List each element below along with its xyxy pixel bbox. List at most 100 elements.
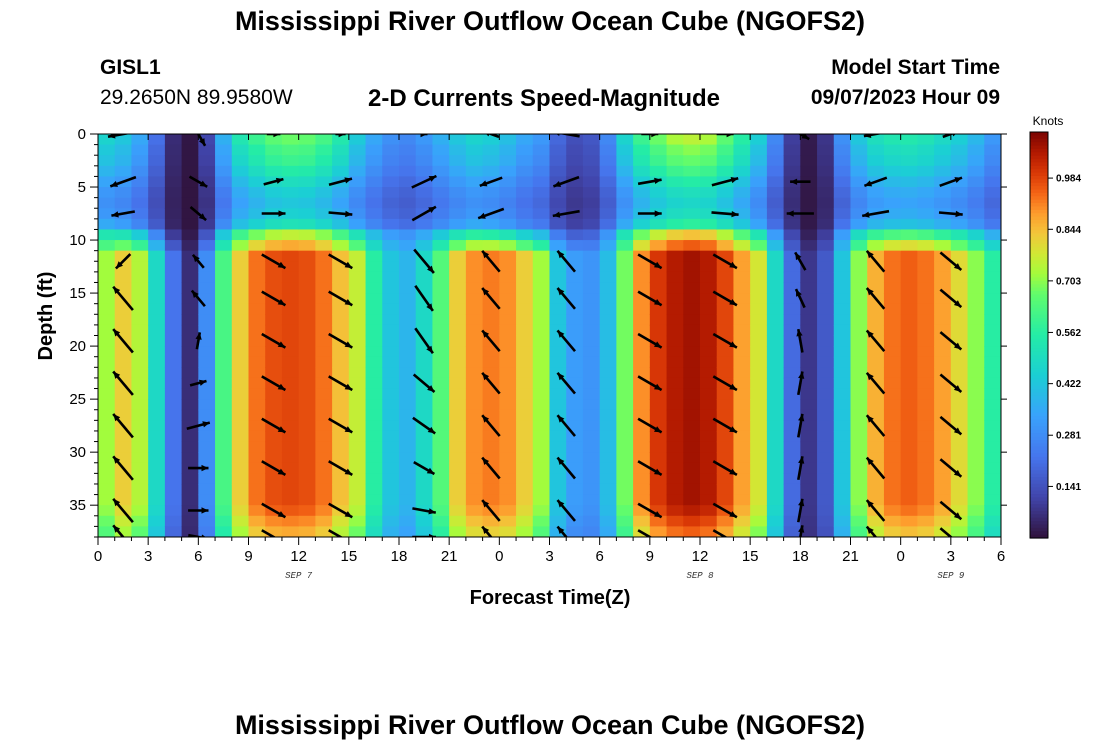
heatmap-cell (817, 144, 835, 156)
heatmap-cell (332, 452, 350, 464)
heatmap-cell (449, 155, 467, 167)
heatmap-cell (984, 388, 1001, 400)
heatmap-cell (750, 515, 768, 527)
heatmap-cell (850, 367, 868, 379)
heatmap-cell (231, 377, 250, 390)
heatmap-cell (616, 324, 634, 337)
heatmap-cell (984, 494, 1001, 506)
heatmap-cell (766, 218, 785, 231)
heatmap-cell (516, 208, 534, 220)
heatmap-cell (148, 526, 166, 537)
colorbar-swatch (1030, 446, 1048, 451)
heatmap-cell (750, 134, 768, 146)
heatmap-cell (967, 367, 985, 379)
heatmap-cell (967, 229, 985, 241)
heatmap-cell (148, 165, 166, 178)
heatmap-cell (666, 430, 684, 443)
heatmap-cell (532, 462, 551, 474)
heatmap-cell (281, 441, 300, 453)
heatmap-cell (716, 409, 735, 421)
heatmap-cell (582, 377, 601, 390)
heatmap-cell (783, 229, 801, 241)
current-vector-head (798, 413, 805, 422)
heatmap-cell (800, 483, 818, 496)
colorbar-swatch (1030, 450, 1048, 455)
heatmap-cell (382, 462, 400, 474)
heatmap-cell (649, 430, 668, 443)
heatmap-cell (399, 324, 417, 337)
heatmap-cell (850, 356, 868, 368)
colorbar-swatch (1030, 291, 1048, 295)
heatmap-cell (198, 346, 216, 358)
heatmap-cell (549, 229, 567, 241)
heatmap-cell (750, 314, 768, 326)
heatmap-cell (867, 473, 885, 485)
heatmap-cell (248, 250, 266, 262)
heatmap-cell (449, 462, 467, 474)
heatmap-cell (449, 197, 467, 209)
heatmap-cell (231, 155, 250, 167)
heatmap-cell (298, 515, 316, 527)
heatmap-cell (582, 218, 601, 231)
heatmap-cell (817, 505, 835, 517)
heatmap-cell (549, 303, 567, 315)
heatmap-cell (382, 441, 400, 453)
colorbar-swatch (1030, 284, 1048, 289)
colorbar-swatch (1030, 155, 1048, 160)
current-vector-head (344, 468, 353, 475)
heatmap-cell (98, 155, 116, 167)
heatmap-cell (967, 176, 985, 188)
heatmap-cell (900, 367, 918, 379)
heatmap-cell (499, 155, 517, 167)
heatmap-cell (817, 218, 835, 231)
heatmap-cell (181, 155, 199, 167)
heatmap-cell (967, 208, 985, 220)
heatmap-cell (616, 197, 634, 209)
heatmap-cell (399, 134, 417, 146)
heatmap-cell (666, 494, 684, 506)
heatmap-cell (750, 505, 768, 517)
heatmap-cell (516, 229, 534, 241)
heatmap-cell (181, 134, 199, 146)
heatmap-cell (198, 261, 216, 273)
heatmap-cell (950, 515, 969, 527)
heatmap-cell (215, 505, 233, 517)
heatmap-cell (98, 261, 116, 273)
heatmap-cell (164, 261, 183, 273)
current-vector-head (798, 498, 805, 507)
current-vector-head (557, 288, 565, 296)
heatmap-cell (131, 399, 149, 411)
y-tick-label: 10 (69, 232, 86, 249)
heatmap-cell (114, 441, 133, 453)
heatmap-cell (582, 494, 601, 506)
heatmap-cell (131, 494, 149, 506)
heatmap-cell (315, 282, 333, 294)
heatmap-cell (399, 356, 417, 368)
heatmap-cell (164, 367, 183, 379)
colorbar-swatch (1030, 487, 1048, 492)
heatmap-cell (181, 430, 199, 443)
heatmap-cell (950, 399, 969, 411)
footer-title: Mississippi River Outflow Ocean Cube (NG… (234, 710, 866, 740)
current-vector-head (864, 180, 873, 187)
heatmap-cell (449, 229, 467, 241)
x-tick-label: 3 (545, 548, 553, 565)
heatmap-cell (532, 335, 551, 347)
heatmap-cell (566, 399, 584, 411)
heatmap-cell (298, 473, 316, 485)
heatmap-cell (934, 324, 952, 337)
heatmap-cell (98, 388, 116, 400)
heatmap-cell (649, 399, 668, 411)
heatmap-cell (833, 303, 852, 315)
heatmap-cell (817, 250, 835, 262)
heatmap-cell (265, 324, 283, 337)
heatmap-cell (432, 197, 450, 209)
heatmap-cell (700, 134, 718, 146)
heatmap-cell (883, 462, 902, 474)
heatmap-cell (566, 293, 584, 305)
heatmap-cell (917, 356, 935, 368)
heatmap-cell (298, 282, 316, 294)
heatmap-cell (382, 409, 400, 421)
heatmap-cell (649, 197, 668, 209)
heatmap-cell (984, 526, 1001, 537)
